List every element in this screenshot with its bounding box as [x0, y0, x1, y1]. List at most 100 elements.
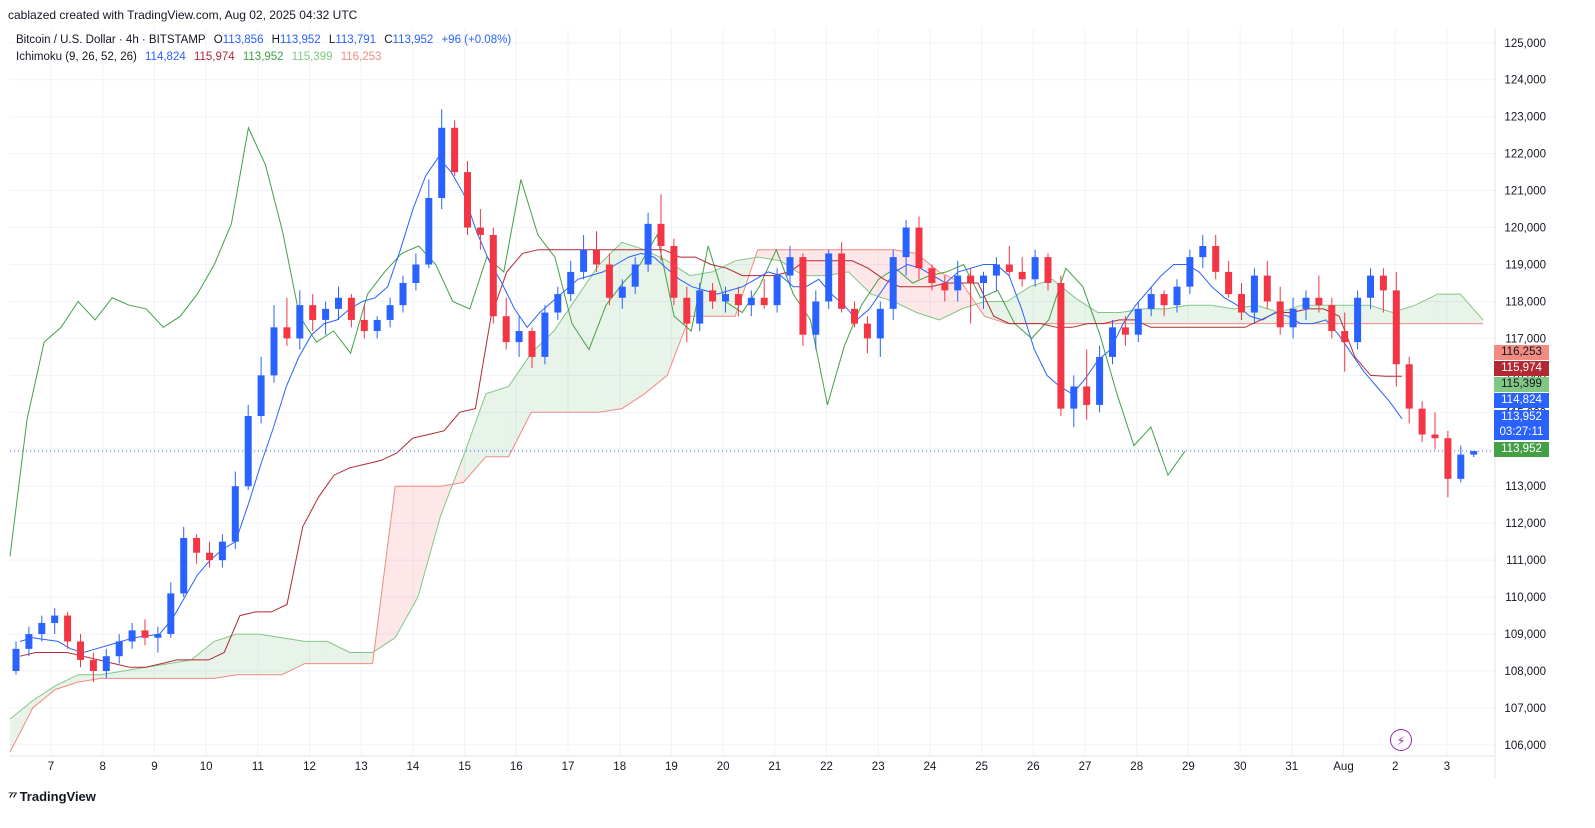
- conversion-value: 114,824: [145, 51, 186, 63]
- candle-body: [399, 282, 407, 306]
- y-tick-label: 124,000: [1504, 75, 1546, 87]
- cloud-segment: [1211, 305, 1234, 324]
- lead2-line: [9, 249, 1483, 753]
- x-tick-label: 31: [1285, 761, 1298, 773]
- candle-body: [683, 297, 691, 324]
- brand-text: TradingView: [19, 789, 96, 804]
- candle-body: [218, 541, 226, 561]
- y-tick-label: 107,000: [1504, 703, 1546, 715]
- candle-body: [89, 659, 97, 672]
- candle-body: [425, 197, 433, 265]
- cloud-segment: [1369, 305, 1393, 324]
- conversion-line: [19, 156, 1403, 654]
- lightning-icon[interactable]: ⚡: [1390, 729, 1412, 751]
- ichimoku-lines: [9, 126, 1495, 668]
- candle-body: [825, 253, 833, 302]
- x-tick-label: 21: [768, 761, 781, 773]
- attribution-text: cablazed created with TradingView.com, A…: [8, 8, 358, 22]
- cloud-segment: [349, 652, 373, 664]
- tv-logo-icon: ⁷⁷: [8, 788, 17, 804]
- candle-body: [1018, 271, 1026, 280]
- candle-body: [1057, 282, 1065, 409]
- candle-body: [593, 249, 600, 265]
- candle-body: [941, 282, 949, 291]
- cloud-segment: [1188, 305, 1212, 324]
- conversion-price-label: 114,824: [1494, 393, 1549, 408]
- y-tick-label: 125,000: [1504, 38, 1546, 50]
- candle-body: [257, 375, 265, 417]
- cloud-segment: [213, 634, 237, 679]
- cloud-segment: [463, 393, 486, 483]
- candle-body: [476, 227, 484, 235]
- candle-body: [786, 257, 794, 276]
- y-tick-label: 121,000: [1504, 186, 1546, 198]
- cloud-segment: [871, 249, 894, 302]
- candle-body: [1302, 297, 1310, 309]
- x-tick-label: 13: [355, 761, 368, 773]
- candle-body: [25, 634, 33, 649]
- x-tick-label: 22: [820, 761, 833, 773]
- base-line: [19, 249, 1402, 668]
- x-tick-label: 28: [1130, 761, 1143, 773]
- candle-body: [1444, 438, 1452, 479]
- candle-body: [154, 634, 162, 638]
- candle-body: [1238, 294, 1245, 313]
- candle-body: [412, 264, 420, 283]
- tradingview-logo[interactable]: ⁷⁷ TradingView: [8, 788, 96, 804]
- x-tick-label: 30: [1234, 761, 1247, 773]
- symbol-name[interactable]: Bitcoin / U.S. Dollar · 4h · BITSTAMP: [16, 34, 206, 46]
- indicator-legend[interactable]: Ichimoku (9, 26, 52, 26) 114,824 115,974…: [16, 51, 386, 63]
- cloud-segment: [1029, 279, 1053, 324]
- candle-body: [863, 323, 871, 339]
- x-tick-label: 20: [717, 761, 730, 773]
- candle-body: [980, 275, 987, 283]
- candle-body: [515, 331, 523, 343]
- cloud-segment: [281, 637, 305, 675]
- candle-body: [1199, 246, 1207, 258]
- cloud-segment: [485, 386, 509, 457]
- indicator-name[interactable]: Ichimoku (9, 26, 52, 26): [16, 51, 137, 63]
- candle-body: [335, 297, 342, 309]
- candle-body: [1328, 305, 1336, 332]
- candle-body: [1109, 327, 1116, 357]
- cloud-segment: [304, 641, 328, 664]
- candle-body: [1276, 301, 1284, 328]
- candle-body: [167, 593, 175, 635]
- candle-body: [464, 172, 471, 228]
- candle-body: [1083, 386, 1091, 405]
- candle-body: [670, 246, 678, 298]
- candle-body: [580, 249, 588, 272]
- candle-body: [1405, 364, 1413, 409]
- y-tick-label: 108,000: [1504, 666, 1546, 678]
- candle-body: [193, 537, 201, 553]
- x-tick-label: 7: [48, 761, 54, 773]
- cloud-segment: [1165, 305, 1189, 324]
- candle-body: [502, 316, 510, 343]
- candle-body: [347, 297, 355, 320]
- candle-body: [528, 331, 536, 357]
- open-value: O113,856: [213, 34, 264, 46]
- cloud-segment: [1007, 286, 1030, 324]
- candle-body: [1418, 408, 1426, 435]
- candle-body: [915, 227, 923, 269]
- x-tick-label: 12: [303, 761, 316, 773]
- candle-body: [1431, 434, 1439, 439]
- candle-body: [954, 275, 962, 291]
- candle-body: [115, 641, 123, 657]
- symbol-legend[interactable]: Bitcoin / U.S. Dollar · 4h · BITSTAMP O1…: [16, 34, 516, 46]
- cloud-segment: [123, 667, 146, 679]
- candle-body: [554, 294, 562, 313]
- cloud-segment: [1143, 308, 1166, 324]
- y-tick-label: 106,000: [1504, 740, 1546, 752]
- candle-body: [1225, 271, 1233, 295]
- x-tick-label: 14: [407, 761, 420, 773]
- candle-body: [1005, 264, 1013, 272]
- candle-body: [1173, 286, 1181, 306]
- candle-body: [141, 630, 149, 638]
- candle-body: [889, 257, 897, 309]
- x-tick-label: 18: [613, 761, 626, 773]
- x-tick-label: 25: [975, 761, 988, 773]
- x-tick-label: 15: [458, 761, 471, 773]
- x-tick-label: 17: [562, 761, 575, 773]
